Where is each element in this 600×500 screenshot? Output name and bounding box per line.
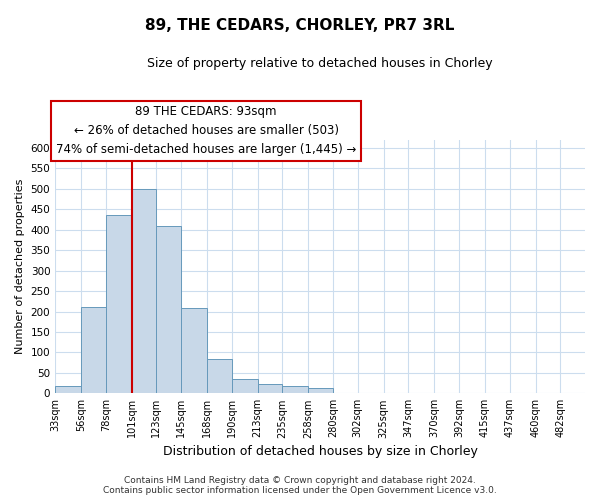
Y-axis label: Number of detached properties: Number of detached properties [15,179,25,354]
Bar [157,226,181,394]
Bar [181,308,207,394]
Text: 89, THE CEDARS, CHORLEY, PR7 3RL: 89, THE CEDARS, CHORLEY, PR7 3RL [145,18,455,32]
Text: Contains HM Land Registry data © Crown copyright and database right 2024.: Contains HM Land Registry data © Crown c… [124,476,476,485]
Bar [131,189,157,394]
Bar [308,388,333,394]
Bar [106,216,131,394]
Bar [81,306,106,394]
Bar [283,386,308,394]
Bar [55,386,81,394]
Bar [560,392,585,394]
Text: Contains public sector information licensed under the Open Government Licence v3: Contains public sector information licen… [103,486,497,495]
Bar [257,384,283,394]
Title: Size of property relative to detached houses in Chorley: Size of property relative to detached ho… [147,58,493,70]
Text: 89 THE CEDARS: 93sqm
← 26% of detached houses are smaller (503)
74% of semi-deta: 89 THE CEDARS: 93sqm ← 26% of detached h… [56,106,356,156]
X-axis label: Distribution of detached houses by size in Chorley: Distribution of detached houses by size … [163,444,478,458]
Bar [207,359,232,394]
Bar [232,379,257,394]
